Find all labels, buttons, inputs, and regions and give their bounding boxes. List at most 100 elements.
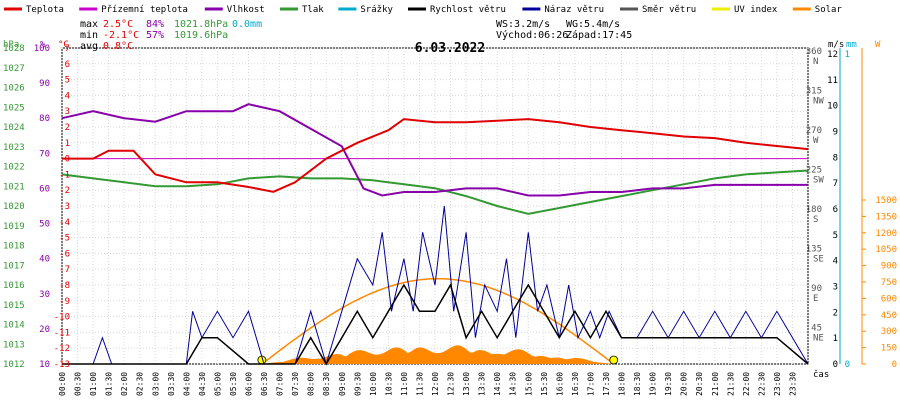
celsius-tick-14: -7 [59, 265, 70, 275]
direction-tick-0: 360 [806, 47, 822, 57]
ms-tick-5: 7 [833, 179, 838, 189]
ms-tick-9: 3 [833, 283, 838, 293]
percent-tick-3: 70 [39, 149, 50, 159]
grid [61, 47, 809, 365]
watt-tick-1: 1350 [875, 212, 897, 222]
watt-tick-4: 900 [881, 262, 897, 272]
ms-tick-3: 9 [833, 128, 838, 138]
legend-label-7: Směr větru [642, 5, 696, 15]
direction-name-0: N [813, 57, 818, 67]
hpa-tick-5: 1023 [3, 143, 25, 153]
celsius-tick-5: 2 [65, 123, 70, 133]
percent-tick-9: 10 [39, 360, 50, 370]
time-tick-22: 11:00 [400, 372, 409, 396]
stats-block: max 2.5°C 84% 1021.8hPa 0.0mm min -2.1°C… [80, 19, 262, 52]
percent-unit-label: % [40, 40, 46, 50]
time-tick-26: 13:00 [462, 372, 471, 396]
direction-name-6: E [813, 294, 818, 304]
celsius-tick-20: -13 [54, 360, 70, 370]
watt-tick-7: 450 [881, 311, 897, 321]
ms-tick-11: 1 [833, 334, 838, 344]
hpa-tick-4: 1024 [3, 123, 25, 133]
time-tick-17: 08:30 [322, 372, 331, 396]
time-tick-29: 14:30 [509, 372, 518, 396]
celsius-tick-8: -1 [59, 170, 70, 180]
time-tick-30: 15:00 [524, 372, 533, 396]
legend-label-8: UV index [734, 5, 778, 15]
celsius-tick-11: -4 [59, 218, 70, 228]
hpa-tick-1: 1027 [3, 64, 25, 74]
time-tick-9: 04:30 [198, 372, 207, 396]
stats-max-temp: 2.5°C [103, 19, 133, 30]
celsius-tick-19: -12 [54, 344, 70, 354]
stats-avg-label: avg [80, 41, 98, 52]
celsius-tick-0: 7 [65, 44, 70, 54]
celsius-tick-18: -11 [54, 328, 70, 338]
watt-tick-5: 750 [881, 278, 897, 288]
time-tick-27: 13:30 [478, 372, 487, 396]
time-tick-3: 01:30 [105, 372, 114, 396]
time-tick-39: 19:30 [664, 372, 673, 396]
hpa-tick-12: 1016 [3, 281, 25, 291]
chart-title: 6.03.2022 [415, 41, 485, 56]
hpa-tick-10: 1018 [3, 242, 25, 252]
ms-tick-1: 11 [827, 76, 838, 86]
hpa-tick-13: 1015 [3, 301, 25, 311]
time-tick-11: 05:30 [229, 372, 238, 396]
hpa-tick-2: 1026 [3, 84, 25, 94]
time-tick-0: 00:00 [58, 372, 67, 396]
hpa-tick-14: 1014 [3, 321, 25, 331]
direction-name-2: W [813, 136, 819, 146]
hpa-tick-16: 1012 [3, 360, 25, 370]
hpa-tick-0: 1028 [3, 44, 25, 54]
time-tick-19: 09:30 [353, 372, 362, 396]
celsius-tick-10: -3 [59, 202, 70, 212]
humidity-line [61, 103, 808, 197]
time-tick-12: 06:00 [245, 372, 254, 396]
pressure-line [61, 169, 809, 215]
direction-name-1: NW [813, 97, 824, 107]
ms-tick-8: 4 [833, 257, 838, 267]
mm-tick-1: 0 [845, 360, 850, 370]
time-tick-10: 05:00 [213, 372, 222, 396]
legend-label-1: Přízemní teplota [101, 5, 188, 15]
time-tick-46: 23:00 [773, 372, 782, 396]
time-tick-42: 21:00 [711, 372, 720, 396]
direction-tick-6: 90 [811, 284, 822, 294]
watt-tick-0: 1500 [875, 196, 897, 206]
temperature-line [62, 118, 809, 193]
celsius-tick-15: -8 [59, 281, 70, 291]
legend-label-4: Srážky [360, 5, 393, 15]
wind-gust-line [62, 205, 809, 366]
solar-layer [257, 277, 619, 365]
series-layer [61, 103, 809, 366]
celsius-tick-17: -10 [54, 313, 70, 323]
celsius-tick-13: -6 [59, 249, 70, 259]
legend-label-6: Náraz větru [544, 5, 604, 15]
hpa-unit-label: hPa [3, 40, 19, 50]
time-tick-34: 17:00 [586, 372, 595, 396]
mm-tick-0: 1 [845, 50, 850, 60]
direction-name-3: SW [813, 176, 824, 186]
watt-tick-9: 150 [881, 344, 897, 354]
direction-tick-7: 45 [811, 324, 822, 334]
time-tick-41: 20:30 [695, 372, 704, 396]
mm-unit-label: mm [846, 40, 857, 50]
ms-tick-12: 0 [833, 360, 838, 370]
legend-label-9: Solar [815, 5, 843, 15]
hpa-tick-7: 1021 [3, 182, 25, 192]
celsius-tick-12: -5 [59, 234, 70, 244]
hpa-tick-9: 1019 [3, 222, 25, 232]
celsius-unit-label: °C [58, 40, 69, 50]
wind-speed-line [62, 283, 809, 366]
percent-tick-5: 50 [39, 220, 50, 230]
sunrise-info: Východ:06:26 [496, 29, 568, 41]
watt-tick-6: 600 [881, 294, 897, 304]
wind-gust-info: WG:5.4m/s [566, 19, 620, 30]
time-tick-24: 12:00 [431, 372, 440, 396]
time-tick-6: 03:00 [151, 372, 160, 396]
direction-tick-4: 180 [806, 205, 822, 215]
percent-tick-8: 20 [39, 325, 50, 335]
celsius-tick-6: 1 [65, 139, 70, 149]
